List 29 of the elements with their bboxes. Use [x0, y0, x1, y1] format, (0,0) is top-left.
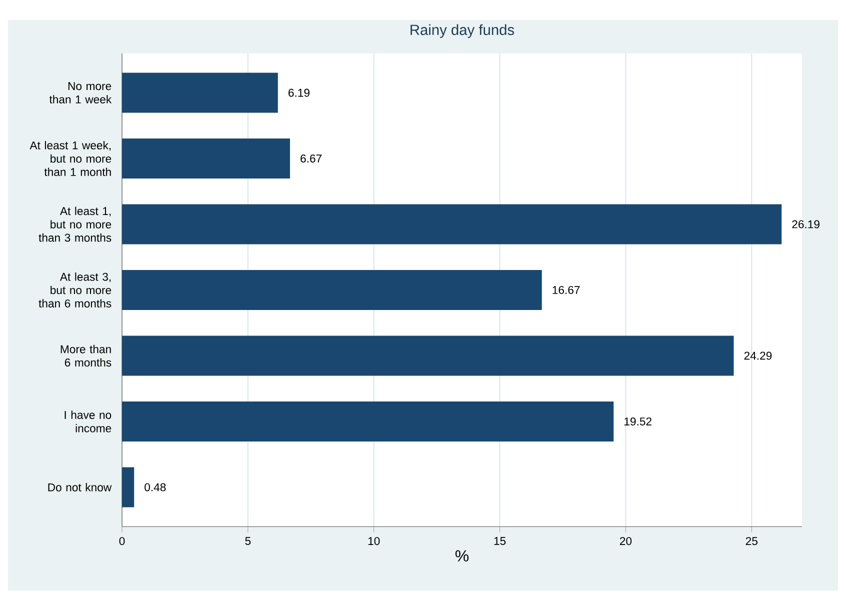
data-label: 6.67 — [300, 154, 322, 163]
y-tick-label: At least 1 week, but no more than 1 month — [30, 141, 112, 176]
y-tick-label: Do not know — [48, 483, 112, 492]
y-tick-label: At least 3, but no more than 6 months — [38, 272, 112, 308]
data-label: 0.48 — [144, 483, 166, 492]
y-tick-label: I have no income — [64, 410, 112, 432]
data-label: 16.67 — [552, 286, 580, 294]
x-tick-label: 10 — [368, 537, 380, 546]
y-tick-label: No more than 1 week — [49, 82, 112, 104]
data-label: 6.19 — [288, 88, 310, 97]
x-tick-label: 25 — [746, 537, 758, 546]
x-tick-label: 15 — [494, 537, 506, 545]
y-tick-label: More than 6 months — [60, 344, 112, 367]
bar — [122, 270, 542, 310]
data-label: 26.19 — [792, 220, 820, 228]
bar — [122, 204, 782, 244]
bar — [122, 467, 134, 508]
y-tick-label: At least 1, but no more than 3 months — [38, 206, 112, 242]
data-label: 24.29 — [744, 352, 772, 360]
x-tick-label: 5 — [245, 537, 251, 545]
bar — [122, 336, 734, 376]
chart-title: Rainy day funds — [410, 24, 514, 38]
x-tick-label: 20 — [620, 537, 632, 546]
x-tick-label: 0 — [119, 537, 125, 546]
bar — [122, 138, 290, 179]
bar — [122, 401, 614, 442]
bar — [122, 72, 278, 113]
x-axis-title: % — [455, 550, 469, 562]
data-label: 19.52 — [624, 417, 652, 426]
